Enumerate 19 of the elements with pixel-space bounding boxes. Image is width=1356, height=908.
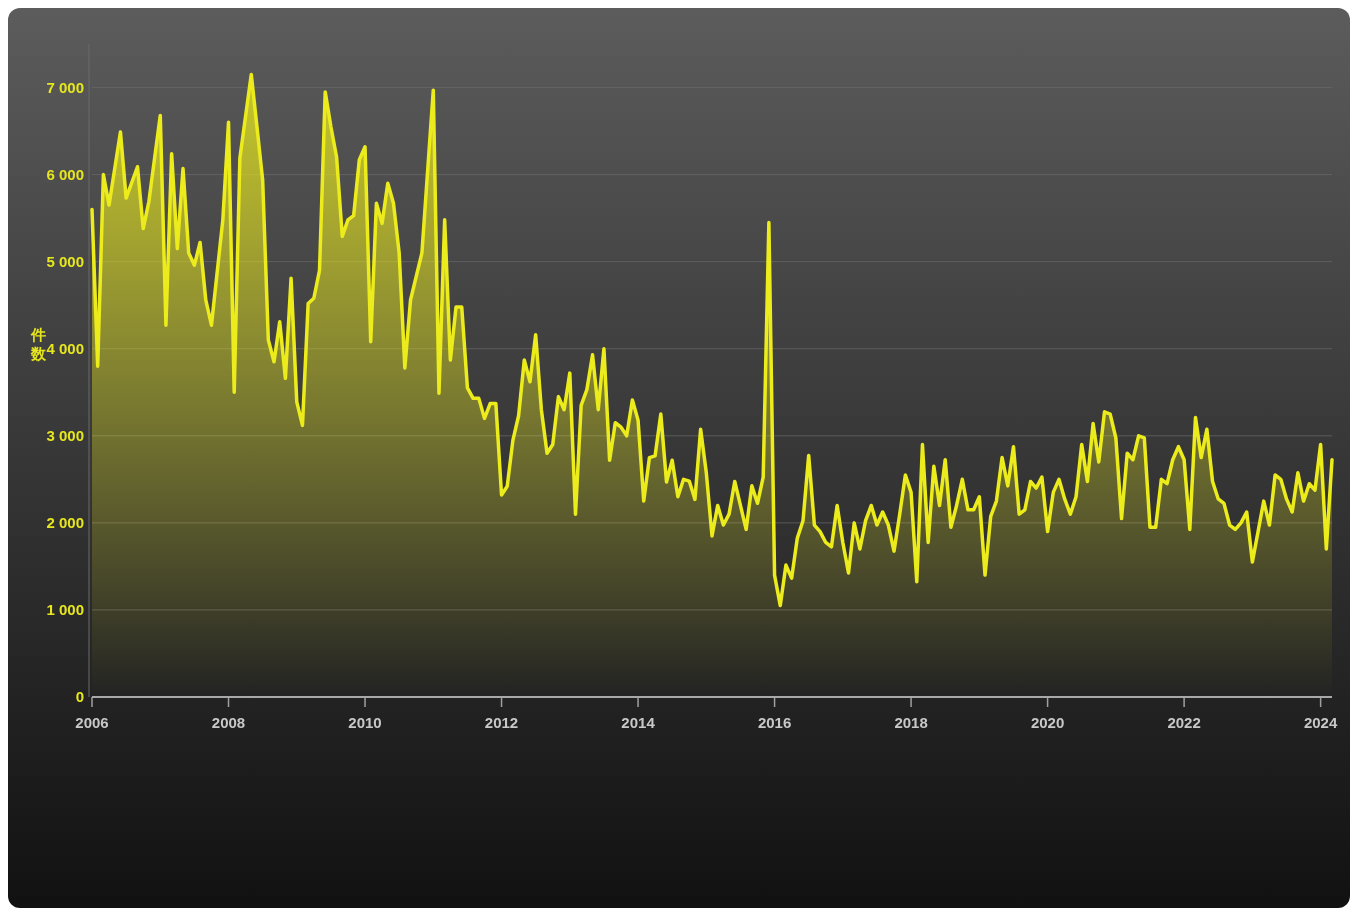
x-tick-label: 2020	[1030, 714, 1065, 731]
y-tick-label: 3 000	[46, 426, 84, 444]
x-tick-label: 2024	[1303, 714, 1338, 731]
x-tick-label: 2012	[484, 714, 519, 731]
y-axis-title: 件数	[29, 326, 47, 362]
x-tick-label: 2018	[894, 714, 928, 731]
y-tick-label: 7 000	[46, 78, 84, 96]
x-tick-label: 2022	[1167, 714, 1201, 731]
y-tick-label: 1 000	[46, 600, 84, 618]
x-tick-label: 2006	[75, 714, 109, 731]
y-tick-label: 2 000	[46, 513, 84, 531]
x-tick-label: 2010	[348, 714, 382, 731]
y-tick-label: 6 000	[46, 165, 84, 183]
y-tick-label: 0	[75, 688, 84, 705]
x-tick-label: 2014	[621, 714, 656, 731]
x-tick-label: 2016	[757, 714, 792, 731]
y-tick-label: 5 000	[46, 252, 84, 270]
x-tick-label: 2008	[211, 714, 246, 731]
y-tick-label: 4 000	[46, 339, 84, 357]
